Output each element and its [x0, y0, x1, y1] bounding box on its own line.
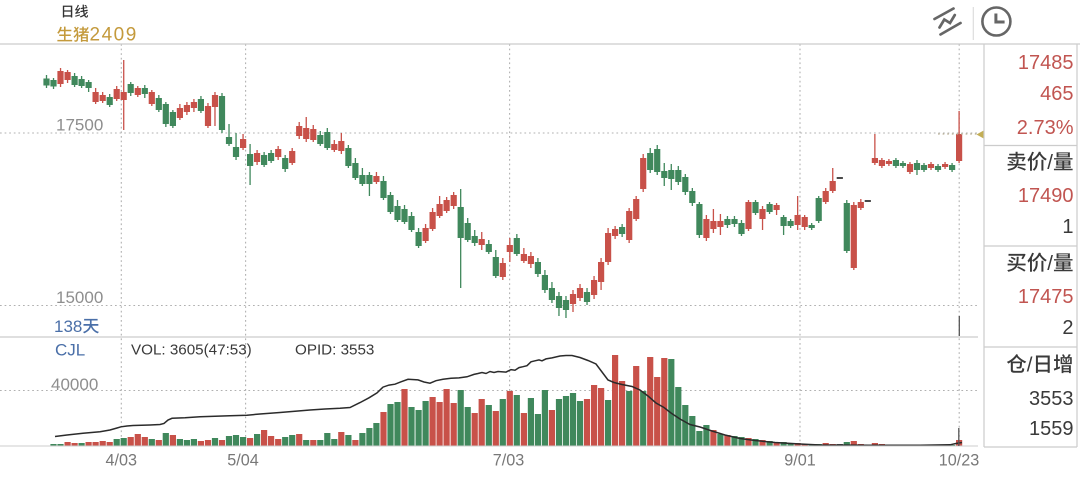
- svg-text:2: 2: [1062, 317, 1073, 339]
- svg-text:138: 138: [54, 317, 82, 336]
- svg-text:40000: 40000: [51, 375, 98, 394]
- svg-text:7/03: 7/03: [493, 452, 525, 470]
- svg-text:17475: 17475: [1018, 286, 1074, 308]
- svg-text:17485: 17485: [1018, 52, 1074, 74]
- svg-text:15000: 15000: [56, 288, 103, 307]
- svg-text:17490: 17490: [1018, 185, 1074, 207]
- svg-text:4/03: 4/03: [106, 452, 138, 470]
- svg-text:2409: 2409: [90, 25, 138, 46]
- svg-text:/: /: [1047, 151, 1053, 174]
- svg-text:OPID: 3553: OPID: 3553: [295, 342, 374, 359]
- svg-text:/: /: [1047, 252, 1053, 275]
- svg-text:465: 465: [1040, 83, 1073, 105]
- svg-text:3553: 3553: [1029, 388, 1074, 410]
- svg-text:9/01: 9/01: [784, 452, 816, 470]
- svg-text:17500: 17500: [56, 116, 103, 135]
- svg-text:/: /: [1027, 354, 1033, 377]
- svg-text:CJL: CJL: [55, 341, 85, 360]
- svg-text:VOL: 3605(47:53): VOL: 3605(47:53): [131, 342, 252, 359]
- svg-text:1559: 1559: [1029, 418, 1074, 440]
- svg-text:10/23: 10/23: [939, 452, 980, 470]
- svg-text:2.73%: 2.73%: [1017, 117, 1074, 139]
- svg-text:5/04: 5/04: [227, 452, 259, 470]
- svg-text:1: 1: [1062, 216, 1073, 238]
